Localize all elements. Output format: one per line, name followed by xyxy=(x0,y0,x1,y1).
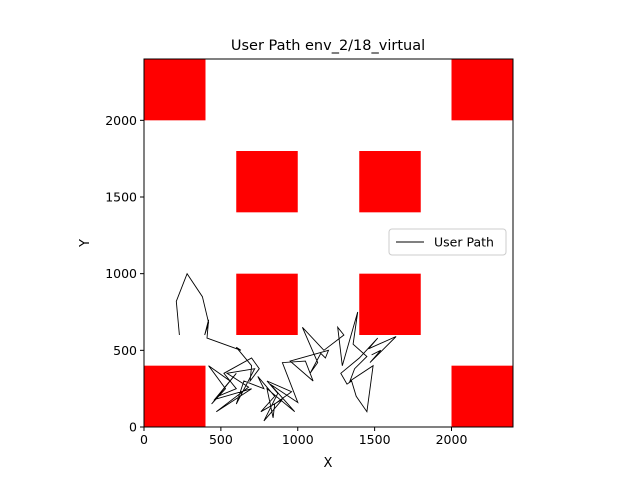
obstacle-4 xyxy=(359,151,421,213)
y-tick-label: 500 xyxy=(113,343,137,358)
obstacle-2 xyxy=(451,59,513,121)
obstacle-8 xyxy=(451,365,513,427)
chart-title: User Path env_2/18_virtual xyxy=(231,38,425,54)
obstacle-layer xyxy=(144,59,513,427)
y-tick-label: 1000 xyxy=(105,266,137,281)
obstacle-5 xyxy=(236,273,298,335)
obstacle-6 xyxy=(359,273,421,335)
x-tick-label: 1500 xyxy=(359,432,391,447)
plot-frame xyxy=(143,58,514,428)
y-axis-label: Y xyxy=(78,239,93,248)
obstacle-3 xyxy=(236,151,298,213)
y-axis: 0 500 1000 1500 2000 xyxy=(105,113,144,435)
series-user-path-line xyxy=(175,272,397,422)
x-tick-label: 2000 xyxy=(436,432,468,447)
y-tick-label: 1500 xyxy=(105,190,137,205)
obstacle-1 xyxy=(144,59,206,121)
x-axis-label: X xyxy=(324,456,333,471)
legend: User Path xyxy=(388,228,507,256)
x-tick-label: 500 xyxy=(209,432,233,447)
obstacle-7 xyxy=(144,365,206,427)
x-tick-label: 0 xyxy=(140,432,148,447)
x-tick-label: 1000 xyxy=(282,432,314,447)
path-layer xyxy=(175,272,397,422)
y-tick-label: 0 xyxy=(129,420,137,435)
x-axis: 0 500 1000 1500 2000 xyxy=(140,427,467,447)
y-tick-label: 2000 xyxy=(105,113,137,128)
legend-box xyxy=(388,228,507,256)
legend-label-user-path: User Path xyxy=(434,235,494,250)
